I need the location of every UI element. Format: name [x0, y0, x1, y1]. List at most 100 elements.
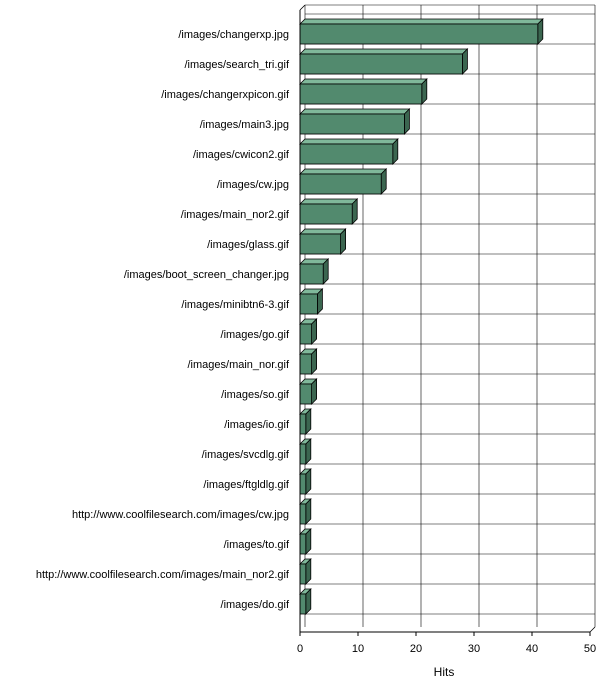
bar-side-face — [322, 258, 329, 285]
bars — [299, 18, 544, 615]
bar-side-face — [392, 138, 399, 165]
category-label: /images/to.gif — [224, 539, 290, 551]
bar-front-face — [299, 383, 313, 405]
bar-side-face — [316, 288, 323, 315]
bar — [299, 18, 544, 45]
bar-side-face — [380, 168, 387, 195]
bar-side-face — [305, 468, 312, 495]
bar-side-face — [305, 408, 312, 435]
bar — [299, 198, 359, 225]
category-label: http://www.coolfilesearch.com/images/cw.… — [72, 509, 289, 521]
bar-front-face — [299, 233, 341, 255]
bar-top-face — [299, 18, 544, 25]
bar-front-face — [299, 113, 405, 135]
bar — [299, 498, 312, 525]
bar-side-face — [305, 498, 312, 525]
bar-front-face — [299, 83, 423, 105]
category-label: /images/ftgldlg.gif — [203, 479, 290, 491]
category-label: /images/cw.jpg — [217, 179, 289, 191]
bar — [299, 108, 411, 135]
category-label: /images/do.gif — [221, 599, 290, 611]
bar-side-face — [461, 48, 468, 75]
bar-side-face — [340, 228, 347, 255]
bar-side-face — [351, 198, 358, 225]
bar — [299, 318, 318, 345]
category-label: /images/so.gif — [221, 389, 290, 401]
bar-front-face — [299, 593, 307, 615]
category-labels: /images/changerxp.jpg/images/search_tri.… — [36, 29, 290, 611]
x-tick-label: 40 — [526, 643, 538, 655]
bar-side-face — [537, 18, 544, 45]
wall-edge — [299, 4, 306, 11]
bar-side-face — [311, 378, 318, 405]
bar — [299, 588, 312, 615]
category-label: /images/main3.jpg — [200, 119, 289, 131]
bar-side-face — [403, 108, 410, 135]
x-tick-label: 30 — [468, 643, 480, 655]
category-label: /images/svcdlg.gif — [202, 449, 290, 461]
bar-front-face — [299, 263, 324, 285]
bar — [299, 168, 388, 195]
bar — [299, 528, 312, 555]
category-label: /images/minibtn6-3.gif — [181, 299, 290, 311]
bar-side-face — [305, 558, 312, 585]
bar-top-face — [299, 48, 469, 55]
x-tick-label: 10 — [352, 643, 364, 655]
bar — [299, 258, 330, 285]
bar — [299, 558, 312, 585]
bar-front-face — [299, 413, 307, 435]
category-label: /images/boot_screen_changer.jpg — [124, 269, 289, 281]
bar-front-face — [299, 323, 313, 345]
x-tick-label: 50 — [584, 643, 596, 655]
x-tick-label: 20 — [410, 643, 422, 655]
category-label: /images/search_tri.gif — [184, 59, 289, 71]
bar — [299, 48, 469, 75]
bar-front-face — [299, 173, 382, 195]
category-label: /images/changerxp.jpg — [178, 29, 289, 41]
bar-front-face — [299, 23, 539, 45]
bar-top-face — [299, 168, 388, 175]
category-label: /images/io.gif — [224, 419, 290, 431]
bar — [299, 138, 399, 165]
bar-side-face — [311, 318, 318, 345]
axes — [299, 4, 596, 636]
bar-front-face — [299, 293, 318, 315]
bar — [299, 288, 324, 315]
bar-front-face — [299, 143, 394, 165]
category-label: http://www.coolfilesearch.com/images/mai… — [36, 569, 290, 581]
bar-front-face — [299, 443, 307, 465]
bar-front-face — [299, 473, 307, 495]
bar — [299, 78, 428, 105]
tick-labels: 0 10 20 30 40 50 — [297, 643, 596, 655]
bar-front-face — [299, 203, 353, 225]
x-axis-title: Hits — [434, 665, 455, 679]
bar-front-face — [299, 563, 307, 585]
category-label: /images/changerxpicon.gif — [161, 89, 290, 101]
bar — [299, 468, 312, 495]
bar — [299, 348, 318, 375]
category-label: /images/main_nor2.gif — [181, 209, 290, 221]
bar — [299, 378, 318, 405]
category-label: /images/glass.gif — [207, 239, 290, 251]
category-label: /images/go.gif — [221, 329, 290, 341]
bar — [299, 408, 312, 435]
bar-side-face — [421, 78, 428, 105]
bar-front-face — [299, 533, 307, 555]
bar-side-face — [311, 348, 318, 375]
bar-side-face — [305, 528, 312, 555]
floor-edge — [589, 626, 596, 633]
category-label: /images/cwicon2.gif — [193, 149, 290, 161]
category-label: /images/main_nor.gif — [188, 359, 290, 371]
bar-front-face — [299, 503, 307, 525]
bar-front-face — [299, 53, 463, 75]
bar-top-face — [299, 78, 428, 85]
bar-side-face — [305, 588, 312, 615]
bar-top-face — [299, 108, 411, 115]
bar-top-face — [299, 138, 399, 145]
bar — [299, 438, 312, 465]
bar — [299, 228, 347, 255]
bar-top-face — [299, 198, 359, 205]
bar-front-face — [299, 353, 313, 375]
bar-top-face — [299, 228, 347, 235]
